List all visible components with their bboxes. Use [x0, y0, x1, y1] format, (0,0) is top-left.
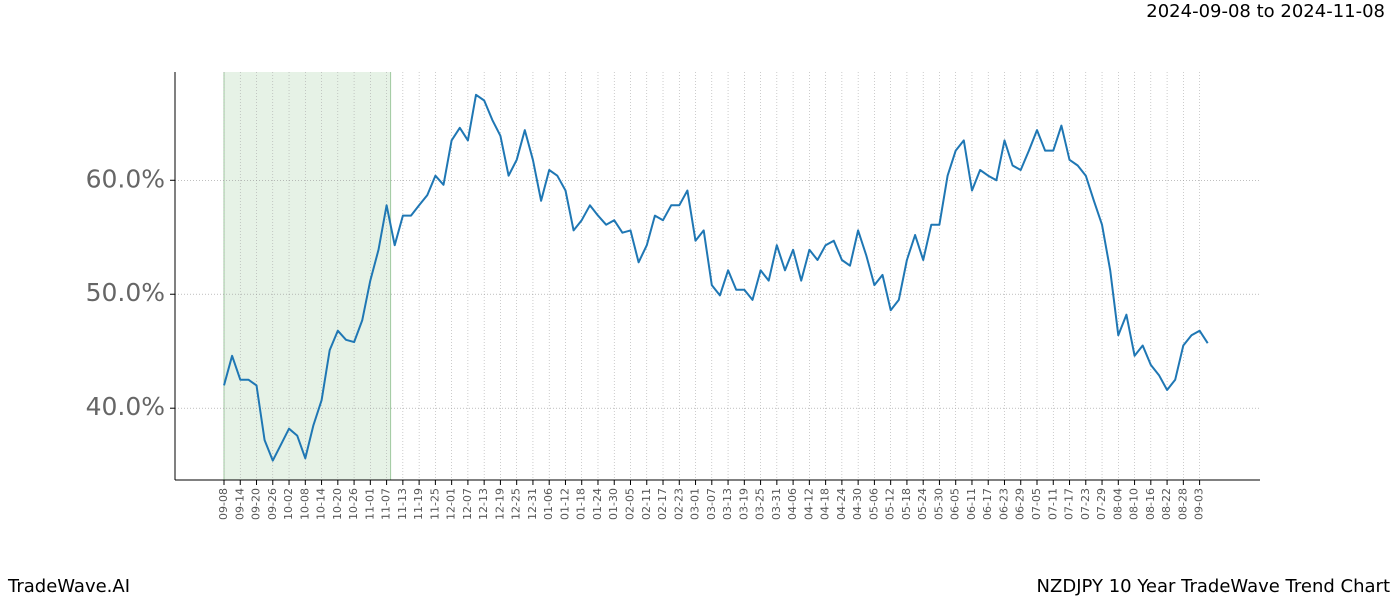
chart-title: NZDJPY 10 Year TradeWave Trend Chart — [1037, 576, 1390, 597]
chart-subtitle: 2024-09-08 to 2024-11-08 — [1146, 1, 1385, 22]
x-tick-label: 01-24 — [591, 488, 604, 520]
x-tick-label: 07-29 — [1095, 488, 1108, 520]
y-tick-label: 50.0% — [86, 278, 165, 307]
x-tick-label: 03-19 — [737, 488, 750, 520]
x-tick-label: 12-13 — [477, 488, 490, 520]
x-tick-label: 12-07 — [461, 488, 474, 520]
x-tick-label: 04-24 — [835, 488, 848, 520]
x-tick-label: 04-18 — [819, 488, 832, 520]
x-tick-label: 08-16 — [1144, 488, 1157, 520]
x-tick-label: 01-30 — [607, 488, 620, 520]
x-tick-label: 06-23 — [997, 488, 1010, 520]
x-tick-label: 03-01 — [689, 488, 702, 520]
x-tick-label: 10-08 — [298, 488, 311, 520]
x-tick-label: 07-17 — [1063, 488, 1076, 520]
x-tick-label: 08-04 — [1111, 488, 1124, 520]
x-tick-label: 11-19 — [412, 488, 425, 520]
x-tick-label: 04-30 — [851, 488, 864, 520]
x-tick-label: 09-03 — [1193, 488, 1206, 520]
x-tick-label: 01-06 — [542, 488, 555, 520]
x-tick-label: 11-01 — [363, 488, 376, 520]
x-tick-label: 02-11 — [640, 488, 653, 520]
x-tick-label: 10-02 — [282, 488, 295, 520]
price-line — [223, 93, 1209, 462]
x-tick-label: 04-06 — [786, 488, 799, 520]
x-tick-label: 02-23 — [672, 488, 685, 520]
x-tick-label: 06-17 — [981, 488, 994, 520]
x-tick-label: 05-30 — [932, 488, 945, 520]
x-tick-label: 09-26 — [266, 488, 279, 520]
x-tick-label: 03-25 — [754, 488, 767, 520]
x-tick-label: 06-05 — [949, 488, 962, 520]
x-tick-label: 03-07 — [705, 488, 718, 520]
x-tick-label: 12-01 — [445, 488, 458, 520]
x-tick-label: 01-12 — [558, 488, 571, 520]
x-tick-label: 09-20 — [250, 488, 263, 520]
x-tick-label: 05-12 — [884, 488, 897, 520]
x-tick-label: 08-22 — [1160, 488, 1173, 520]
x-tick-label: 12-25 — [510, 488, 523, 520]
x-tick-label: 10-20 — [331, 488, 344, 520]
x-tick-label: 09-14 — [233, 488, 246, 520]
y-tick-label: 60.0% — [86, 164, 165, 193]
x-tick-label: 08-10 — [1128, 488, 1141, 520]
x-tick-label: 10-26 — [347, 488, 360, 520]
x-tick-label: 03-31 — [770, 488, 783, 520]
brand: TradeWave.AI — [7, 576, 130, 597]
x-tick-label: 05-24 — [916, 488, 929, 520]
x-tick-label: 04-12 — [802, 488, 815, 520]
x-tick-label: 01-18 — [575, 488, 588, 520]
x-tick-label: 07-11 — [1046, 488, 1059, 520]
x-tick-label: 11-25 — [428, 488, 441, 520]
x-tick-label: 07-05 — [1030, 488, 1043, 520]
x-tick-label: 05-06 — [867, 488, 880, 520]
y-tick-label: 40.0% — [86, 392, 165, 421]
x-tick-label: 12-31 — [526, 488, 539, 520]
x-tick-label: 11-13 — [396, 488, 409, 520]
x-tick-label: 05-18 — [900, 488, 913, 520]
x-tick-label: 03-13 — [721, 488, 734, 520]
x-tick-label: 09-08 — [217, 488, 230, 520]
x-tick-label: 10-14 — [315, 488, 328, 520]
x-tick-label: 07-23 — [1079, 488, 1092, 520]
highlight-band — [224, 72, 391, 480]
x-tick-label: 02-05 — [624, 488, 637, 520]
x-tick-label: 02-17 — [656, 488, 669, 520]
x-tick-label: 06-29 — [1014, 488, 1027, 520]
x-tick-label: 11-07 — [380, 488, 393, 520]
x-tick-label: 12-19 — [493, 488, 506, 520]
x-tick-label: 06-11 — [965, 488, 978, 520]
x-tick-label: 08-28 — [1176, 488, 1189, 520]
